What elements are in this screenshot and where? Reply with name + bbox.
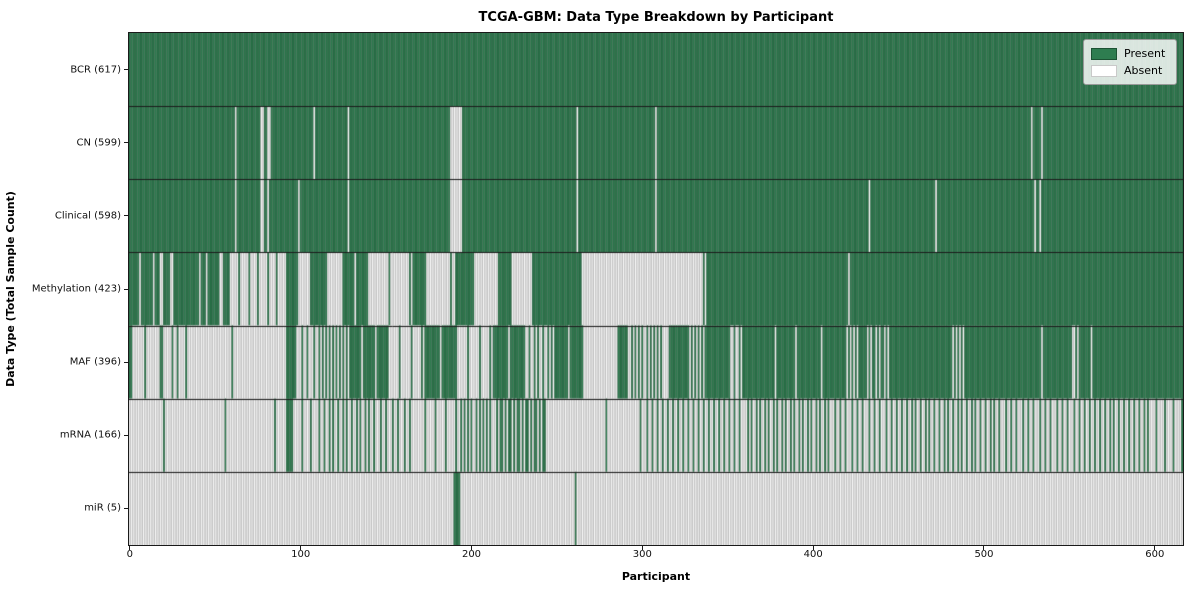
y-tick-mark xyxy=(124,361,128,363)
heatmap-canvas xyxy=(129,33,1183,545)
y-tick-mark xyxy=(124,215,128,217)
y-tick-label: miR (5) xyxy=(84,502,121,514)
x-tick-label: 500 xyxy=(974,549,994,560)
x-tick-label: 300 xyxy=(632,549,652,560)
x-tick-mark xyxy=(129,546,131,550)
legend-label-present: Present xyxy=(1124,47,1166,60)
x-tick-label: 200 xyxy=(461,549,482,560)
x-tick-label: 100 xyxy=(291,549,311,560)
legend-swatch-absent-icon xyxy=(1091,64,1117,77)
y-tick-label: BCR (617) xyxy=(70,64,121,76)
y-tick-label: Clinical (598) xyxy=(54,210,121,222)
x-tick-mark xyxy=(471,546,472,550)
legend-entry-present: Present xyxy=(1091,45,1169,62)
y-tick-label: CN (599) xyxy=(76,137,121,149)
x-tick-mark xyxy=(641,546,643,550)
legend-swatch-present-icon xyxy=(1091,47,1117,60)
x-tick-mark xyxy=(1154,546,1156,550)
x-tick-label: 600 xyxy=(1145,549,1165,560)
y-tick-label: mRNA (166) xyxy=(59,429,121,441)
x-tick-label: 400 xyxy=(803,549,823,560)
legend-label-absent: Absent xyxy=(1124,64,1163,77)
x-axis-label: Participant xyxy=(621,570,691,583)
y-tick-mark xyxy=(124,288,128,290)
y-tick-label: Methylation (423) xyxy=(31,283,121,295)
y-tick-mark xyxy=(124,142,128,144)
y-tick-mark xyxy=(124,507,128,509)
y-tick-mark xyxy=(124,434,128,436)
x-tick-label: 0 xyxy=(126,549,134,560)
x-tick-mark xyxy=(300,546,302,550)
plot-area xyxy=(128,32,1184,546)
x-tick-mark xyxy=(812,546,814,550)
chart-title: TCGA-GBM: Data Type Breakdown by Partici… xyxy=(478,10,834,25)
legend: Present Absent xyxy=(1083,39,1177,85)
y-tick-label: MAF (396) xyxy=(69,356,121,368)
legend-entry-absent: Absent xyxy=(1091,62,1169,79)
y-tick-mark xyxy=(124,69,128,71)
x-tick-mark xyxy=(983,546,985,550)
